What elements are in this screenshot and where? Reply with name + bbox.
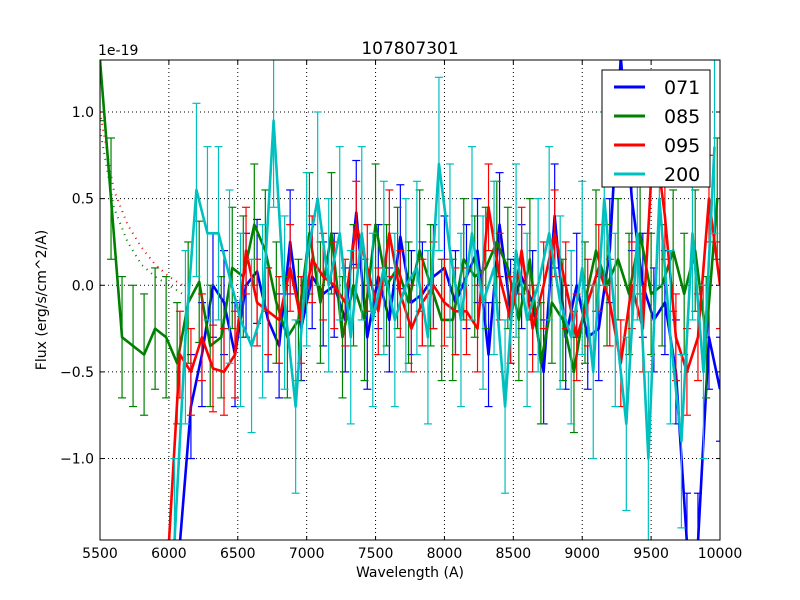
legend-label: 085: [664, 106, 700, 128]
x-tick-label: 7500: [358, 546, 394, 562]
y-tick-label: 1.0: [72, 105, 94, 121]
legend-box: [601, 69, 711, 188]
plot-frame: [99, 59, 721, 541]
series-085: [100, 60, 720, 434]
series-line-085: [100, 60, 719, 374]
ticks: 5500 6000 6500 7000 7500 8000 8500 9000 9500 1000…: [60, 60, 742, 562]
chart-title: 107807301: [361, 39, 458, 59]
x-tick-label: 8500: [496, 546, 532, 562]
x-tick-label: 6500: [220, 546, 256, 562]
series-line-095: [167, 128, 720, 540]
y-axis-label: Flux (erg/s/cm^2/A): [34, 230, 50, 370]
y-scale-label: 1e-19: [98, 43, 138, 59]
legend-label: 071: [664, 77, 700, 99]
x-tick-label: 7000: [289, 546, 325, 562]
series-200: [170, 60, 719, 540]
x-tick-label: 10000: [698, 546, 743, 562]
y-tick-label: −1.0: [60, 452, 94, 468]
y-tick-label: 0.0: [72, 278, 94, 294]
x-tick-label: 9500: [633, 546, 669, 562]
x-axis-label: Wavelength (A): [356, 565, 464, 581]
x-tick-label: 8000: [427, 546, 463, 562]
legend: 071 085 095 200: [601, 69, 711, 188]
y-tick-label: 0.5: [72, 192, 94, 208]
x-tick-label: 9000: [564, 546, 600, 562]
legend-label: 095: [664, 135, 700, 157]
series-line-200: [173, 119, 716, 540]
y-tick-label: −0.5: [60, 365, 94, 381]
x-tick-label: 6000: [151, 546, 187, 562]
legend-label: 200: [664, 164, 700, 186]
plot-marks: [100, 60, 720, 540]
x-tick-label: 5500: [82, 546, 118, 562]
